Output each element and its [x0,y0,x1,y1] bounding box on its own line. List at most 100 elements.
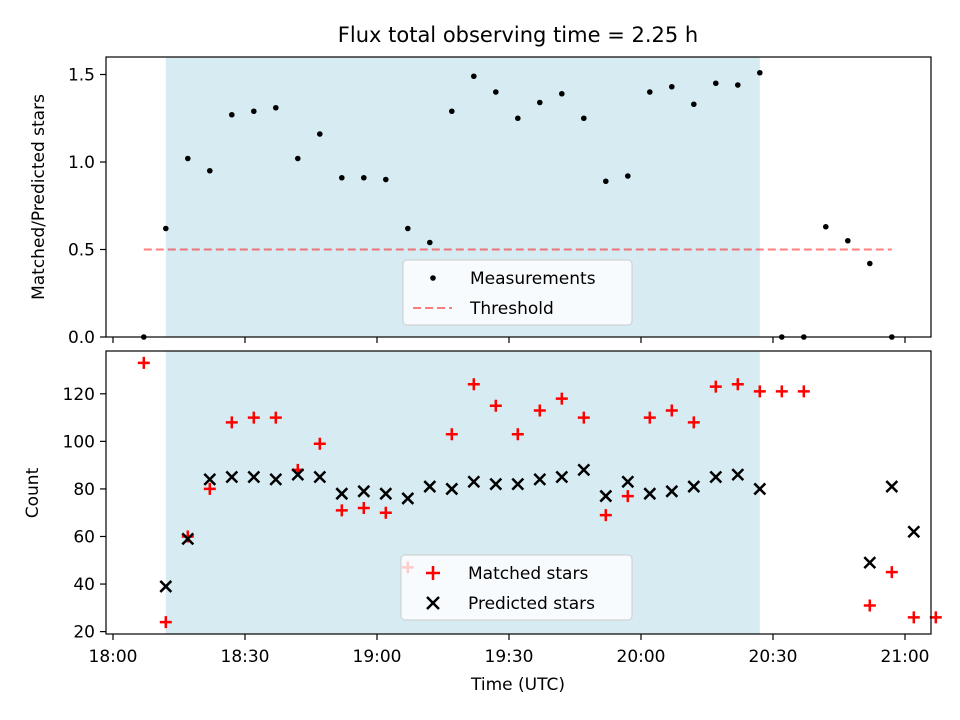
predicted-star-point [621,475,635,489]
measurement-point [537,99,543,106]
measurement-point [163,225,169,232]
x-tick-label: 19:00 [353,647,402,667]
predicted-star-point [731,468,745,482]
x-tick-label: 21:00 [881,647,930,667]
predicted-star-point [445,482,459,496]
measurement-point [823,223,829,230]
predicted-star-point [269,473,283,486]
predicted-star-point [181,532,195,546]
x-tick-label: 19:30 [485,647,534,667]
top-y-tick-label: 1.5 [68,66,95,86]
measurement-point [603,178,609,185]
bottom-y-tick-label: 40 [73,575,95,595]
predicted-star-point [885,480,899,493]
predicted-star-point [555,470,569,484]
bottom-y-axis-label: Count [23,467,43,518]
bottom-y-tick-label: 60 [73,527,95,547]
matched-star-point [929,611,942,624]
legend-predicted-marker [426,596,440,610]
matched-star-point [907,611,920,624]
measurement-point [713,80,719,87]
matched-star-point [137,356,150,369]
matched-star-point [731,378,744,391]
measurement-point [515,115,521,122]
bottom-panel: 20 40 60 80 100 120 18:00 18:30 19:00 19:30 20:00… [23,350,942,695]
bottom-y-tick-label: 120 [63,385,95,405]
legend-measurements-label: Measurements [470,269,596,289]
x-tick-label: 20:00 [617,647,666,667]
matched-star-point [555,392,568,405]
measurement-point [625,173,631,179]
predicted-star-point [533,473,547,486]
matched-star-point [775,385,788,398]
top-legend: Measurements Threshold [402,259,633,326]
matched-star-point [797,385,810,398]
matched-star-point [687,416,700,429]
top-y-tick-label: 0.0 [68,328,95,348]
matched-star-point [599,509,612,522]
x-axis-label: Time (UTC) [470,675,565,695]
predicted-star-point [687,480,701,493]
matched-star-point [621,490,634,503]
matched-star-point [885,566,898,579]
measurement-point [251,108,257,115]
predicted-star-point [753,482,767,496]
predicted-star-point [489,477,503,491]
predicted-star-point [423,480,437,493]
predicted-star-point [401,492,415,505]
matched-star-point [269,411,282,424]
matched-star-point [753,385,766,398]
measurement-point [295,155,301,162]
measurement-point [427,239,433,246]
bottom-y-tick-label: 80 [73,480,95,500]
measurement-point [471,73,477,80]
bottom-y-tick-label: 20 [73,623,95,643]
x-tick-label: 18:00 [89,647,138,667]
measurement-point [317,131,323,137]
bottom-y-tick-label: 100 [63,432,95,452]
top-panel: Flux total observing time = 2.25 h 0.0 0.… [29,23,932,348]
predicted-star-point [379,487,393,501]
predicted-star-point [247,470,261,484]
predicted-star-point [159,580,173,593]
measurement-point [449,108,455,115]
measurement-point [845,237,851,244]
matched-star-point [467,378,480,391]
x-tick-label: 18:30 [221,647,270,667]
legend-measurement-marker [430,275,436,281]
matched-star-point [577,411,590,424]
matched-star-point [313,437,326,450]
top-y-axis-label: Matched/Predicted stars [29,94,49,300]
predicted-star-point [709,470,723,484]
predicted-star-point [335,487,349,501]
predicted-star-point [203,473,217,486]
predicted-star-point [599,489,613,503]
matched-star-point [511,428,524,441]
measurement-point [647,89,653,95]
predicted-star-point [577,463,591,477]
predicted-star-point [511,477,525,491]
matched-star-point [643,411,656,424]
legend-predicted-label: Predicted stars [468,594,595,614]
matched-star-point [709,380,722,393]
top-y-tick-label: 1.0 [68,153,95,173]
legend-threshold-label: Threshold [469,299,554,319]
predicted-star-point [225,470,239,484]
predicted-star-point [907,525,921,539]
predicted-star-point [357,484,371,498]
measurement-point [273,104,279,111]
measurement-point [405,225,411,232]
matched-star-point [863,599,876,612]
matched-star-point [203,482,216,495]
x-tick-label: 20:30 [749,647,798,667]
predicted-star-point [665,484,679,498]
matched-star-point [225,416,238,429]
matched-star-point [445,428,458,441]
predicted-star-point [313,470,327,484]
measurement-point [361,174,367,181]
top-axes-frame [105,56,932,338]
predicted-star-point [467,475,481,489]
measurement-point [559,90,565,97]
legend-matched-label: Matched stars [468,564,588,584]
